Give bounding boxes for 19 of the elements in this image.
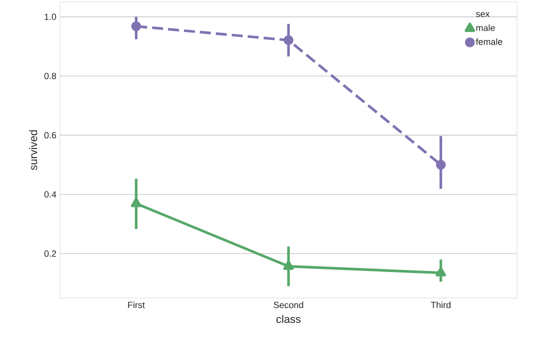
- point: [283, 260, 294, 270]
- y-tick-label: 0.8: [44, 72, 56, 80]
- y-tick-label: 0.4: [44, 191, 56, 198]
- y-tick-label: 1.0: [44, 14, 56, 20]
- point: [131, 21, 142, 32]
- y-tick-label: 0.2: [44, 250, 56, 257]
- x-tick-label: Third: [430, 302, 450, 308]
- point: [284, 35, 294, 46]
- x-axis-title: class: [276, 314, 301, 323]
- x-tick-label: First: [128, 302, 145, 308]
- y-tick-label: 0.6: [44, 132, 56, 138]
- point: [436, 160, 446, 170]
- legend-title: sex: [476, 12, 490, 18]
- y-axis-title: survived: [29, 130, 38, 170]
- point: [130, 198, 142, 208]
- legend-label: male: [476, 24, 495, 31]
- legend-label: female: [476, 38, 502, 45]
- x-tick-label: Second: [274, 302, 304, 308]
- point: [436, 267, 446, 276]
